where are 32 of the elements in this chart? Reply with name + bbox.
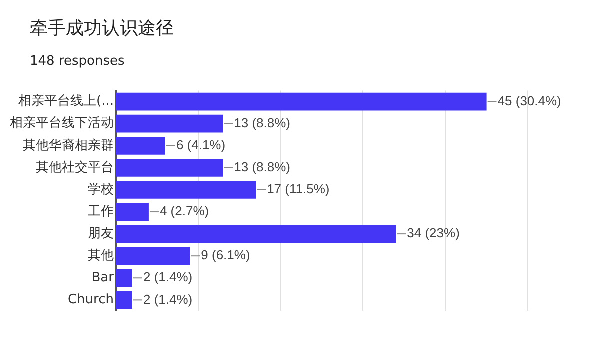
y-tick-label: 学校 <box>88 182 114 198</box>
data-label: 13 (8.8%) <box>234 160 290 175</box>
y-tick-label: 相亲平台线上(... <box>18 94 114 110</box>
y-tick-label: 其他 <box>88 248 114 264</box>
data-label: 6 (4.1%) <box>176 137 226 152</box>
bar <box>116 225 396 243</box>
y-tick-label: Church <box>68 292 114 308</box>
bar <box>116 203 149 221</box>
bar <box>116 159 224 177</box>
data-label: 4 (2.7%) <box>160 204 210 219</box>
data-label: 9 (6.1%) <box>201 248 250 263</box>
bar <box>116 114 224 133</box>
chart-title: 牵手成功认识途径 <box>30 17 175 40</box>
bar <box>116 247 190 266</box>
bar <box>116 269 132 288</box>
y-tick-label: 其他华裔相亲群 <box>23 137 114 154</box>
y-tick-label: 工作 <box>88 204 114 220</box>
data-label: 13 (8.8%) <box>234 115 290 130</box>
chart-subtitle: 148 responses <box>30 54 126 69</box>
data-label: 17 (11.5%) <box>267 182 330 197</box>
bar <box>116 181 256 199</box>
bar <box>116 136 166 155</box>
y-tick-label: Bar <box>92 270 115 286</box>
data-label: 2 (1.4%) <box>143 292 193 307</box>
data-label: 34 (23%) <box>407 226 460 241</box>
bar <box>116 92 487 111</box>
y-tick-label: 相亲平台线下活动 <box>10 116 114 132</box>
y-tick-label: 其他社交平台 <box>36 159 114 176</box>
bar <box>116 291 132 310</box>
y-tick-label: 朋友 <box>88 226 114 242</box>
data-label: 45 (30.4%) <box>498 93 562 108</box>
data-label: 2 (1.4%) <box>143 270 193 285</box>
